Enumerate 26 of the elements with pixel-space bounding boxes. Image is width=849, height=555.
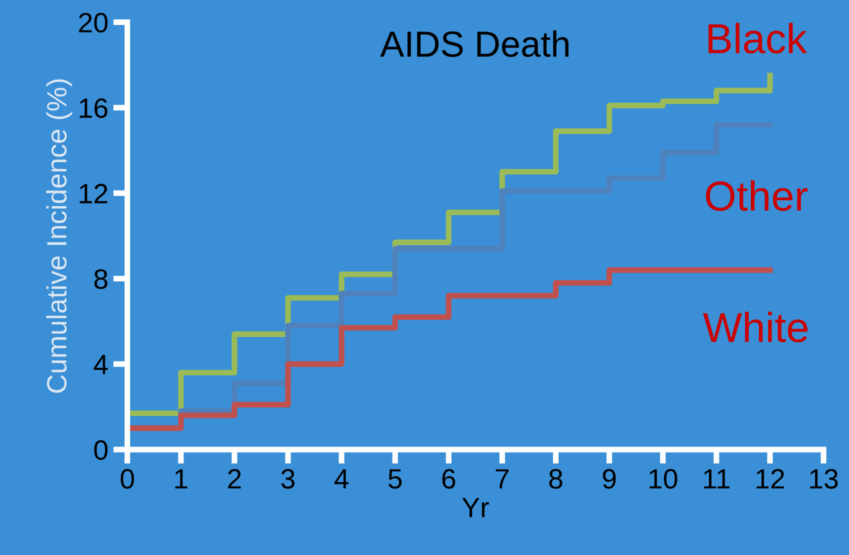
series-label: Other bbox=[706, 180, 808, 211]
y-tick-label: 4 bbox=[94, 355, 108, 374]
x-tick-label: 1 bbox=[175, 469, 188, 488]
x-tick-label: 6 bbox=[442, 469, 456, 489]
y-tick-label: 8 bbox=[94, 269, 108, 289]
x-tick-label: 4 bbox=[334, 469, 348, 488]
series-label: Black bbox=[708, 22, 808, 54]
chart-title: AIDS Death bbox=[380, 30, 568, 57]
x-tick-label: 10 bbox=[650, 469, 678, 489]
x-tick-label: 5 bbox=[388, 469, 402, 489]
y-axis-title: Cumulative Incidence (%) bbox=[46, 79, 72, 393]
x-tick-label: 2 bbox=[228, 469, 241, 488]
x-tick-label: 12 bbox=[756, 469, 784, 488]
x-tick-label: 0 bbox=[120, 469, 134, 489]
x-tick-label: 7 bbox=[496, 469, 509, 488]
x-tick-label: 8 bbox=[549, 469, 562, 489]
x-tick-label: 3 bbox=[281, 469, 295, 489]
series-label: White bbox=[703, 312, 808, 342]
x-axis-title: Yr bbox=[462, 498, 489, 518]
y-tick-label: 12 bbox=[80, 184, 108, 204]
x-tick-label: 9 bbox=[602, 469, 616, 489]
y-tick-label: 0 bbox=[94, 440, 108, 460]
y-tick-label: 16 bbox=[80, 98, 108, 118]
x-tick-label: 13 bbox=[810, 469, 838, 489]
x-tick-label: 11 bbox=[704, 469, 730, 488]
y-tick-label: 20 bbox=[79, 12, 108, 33]
